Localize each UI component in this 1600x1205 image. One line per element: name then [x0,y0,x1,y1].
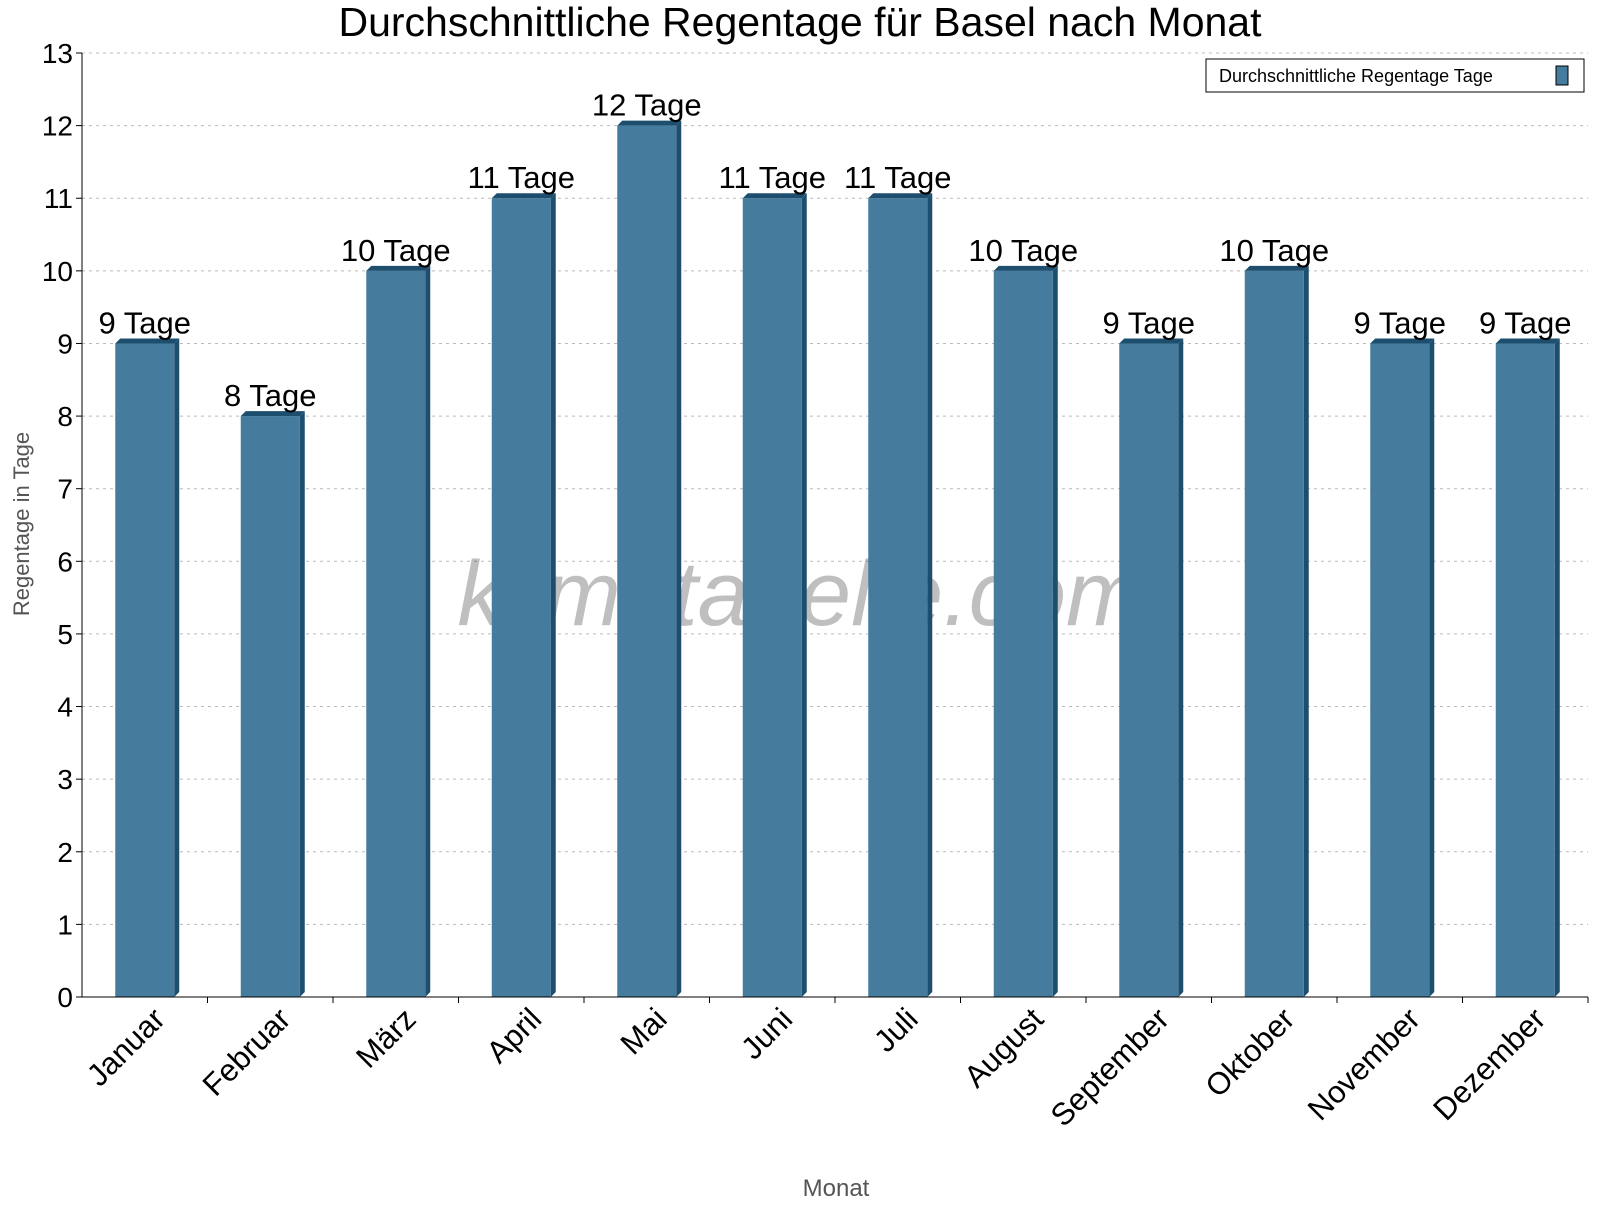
bar-top [742,193,807,199]
bar [1495,343,1555,997]
y-tick-label: 12 [42,111,73,142]
y-tick-label: 10 [42,256,73,287]
bar-top [1370,338,1435,344]
bar-side [1429,338,1435,997]
y-axis-label: Regentage in Tage [9,432,34,616]
bar [868,198,928,997]
bar [742,198,802,997]
x-axis-label: Monat [803,1175,870,1200]
x-tick-label: Oktober [1198,1001,1301,1104]
bar-side [1178,338,1184,997]
y-tick-label: 7 [57,474,73,505]
y-tick-label: 9 [57,328,73,359]
bar-side [1052,265,1058,997]
bar [617,125,677,998]
data-label: 9 Tage [1479,305,1572,340]
bar-side [801,193,807,997]
bar-top [491,193,556,199]
bar-top [993,265,1058,271]
bar-top [617,120,682,126]
data-label: 11 Tage [844,160,951,195]
bar [366,270,426,997]
x-tick-label: Juni [734,1001,799,1066]
y-tick-label: 11 [44,183,73,214]
legend-swatch [1555,65,1569,86]
x-tick-label: August [957,1001,1050,1094]
x-tick-label: September [1044,1001,1176,1133]
y-tick-label: 6 [57,546,73,577]
data-label: 10 Tage [1219,233,1329,268]
bars: 9 Tage 8 Tage 10 Tage 11 Tage 12 Tage 11 Tage… [98,88,1572,998]
bar [115,343,175,997]
legend: Durchschnittliche Regentage Tage [1205,58,1585,93]
bar [240,416,300,998]
data-label: 9 Tage [98,305,191,340]
bar-top [366,265,431,271]
data-label: 10 Tage [341,233,451,268]
data-label: 12 Tage [592,88,702,123]
x-tick-label: April [480,1001,549,1070]
data-label: 11 Tage [719,160,826,195]
bar [993,270,1053,997]
legend-label: Durchschnittliche Regentage Tage [1219,66,1493,86]
bar-side [174,338,180,997]
bar-side [425,265,431,997]
y-tick-label: 1 [57,909,73,940]
bar [1370,343,1430,997]
bar [1119,343,1179,997]
bar [491,198,551,997]
x-tick-label: Mai [614,1001,674,1061]
chart-title: Durchschnittliche Regentage für Basel na… [338,0,1262,45]
y-tick-label: 4 [57,692,73,723]
x-tick-label: März [349,1001,422,1074]
bar-side [1554,338,1560,997]
bar-side [676,120,682,998]
x-tick-label: November [1301,1001,1427,1127]
bar-side [550,193,556,997]
data-label: 10 Tage [968,233,1078,268]
y-tick-label: 13 [42,38,73,69]
bar-top [1119,338,1184,344]
bar-top [1244,265,1309,271]
data-label: 11 Tage [468,160,575,195]
y-tick-label: 0 [57,982,73,1013]
bar-top [868,193,933,199]
gridlines [82,52,1588,925]
x-tick-label: Januar [80,1001,172,1093]
y-tick-label: 8 [57,401,73,432]
bar-top [240,411,305,417]
y-tick-label: 3 [57,764,73,795]
bar-side [299,411,305,998]
bar-top [1495,338,1560,344]
bar-side [927,193,933,997]
data-label: 8 Tage [224,378,317,413]
bar [1244,270,1304,997]
x-tick-label: Dezember [1426,1001,1552,1127]
x-tick-label: Februar [196,1001,298,1103]
x-tick-label: Juli [867,1001,925,1059]
bar-top [115,338,180,344]
data-label: 9 Tage [1353,305,1446,340]
bar-side [1303,265,1309,997]
data-label: 9 Tage [1102,305,1195,340]
y-tick-label: 2 [57,837,73,868]
y-tick-label: 5 [57,619,73,650]
